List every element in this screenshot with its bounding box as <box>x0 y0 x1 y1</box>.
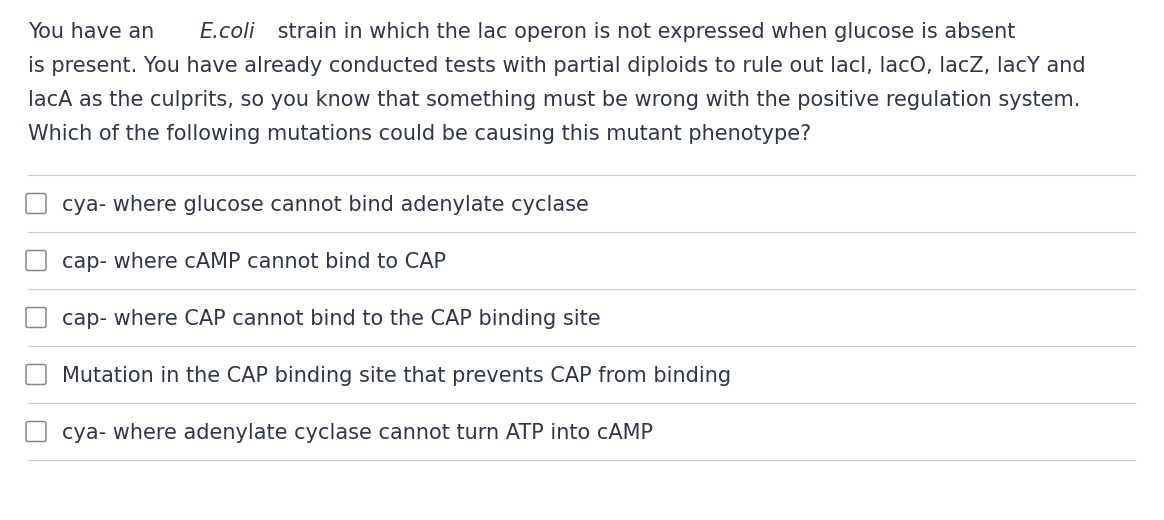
Text: strain in which the lac operon is not expressed when glucose is absent: strain in which the lac operon is not ex… <box>271 22 1022 42</box>
Text: is present. You have already conducted tests with partial diploids to rule out l: is present. You have already conducted t… <box>28 56 1086 76</box>
FancyBboxPatch shape <box>26 422 47 441</box>
Text: Mutation in the CAP binding site that prevents CAP from binding: Mutation in the CAP binding site that pr… <box>62 366 731 386</box>
FancyBboxPatch shape <box>26 307 47 328</box>
FancyBboxPatch shape <box>26 251 47 270</box>
Text: cap- where cAMP cannot bind to CAP: cap- where cAMP cannot bind to CAP <box>62 252 446 272</box>
FancyBboxPatch shape <box>26 365 47 384</box>
Text: E.coli: E.coli <box>199 22 255 42</box>
Text: lacA as the culprits, so you know that something must be wrong with the positive: lacA as the culprits, so you know that s… <box>28 90 1080 110</box>
Text: cya- where glucose cannot bind adenylate cyclase: cya- where glucose cannot bind adenylate… <box>62 195 589 215</box>
Text: Which of the following mutations could be causing this mutant phenotype?: Which of the following mutations could b… <box>28 124 811 144</box>
Text: cya- where adenylate cyclase cannot turn ATP into cAMP: cya- where adenylate cyclase cannot turn… <box>62 423 653 443</box>
FancyBboxPatch shape <box>26 193 47 214</box>
Text: cap- where CAP cannot bind to the CAP binding site: cap- where CAP cannot bind to the CAP bi… <box>62 309 601 329</box>
Text: You have an: You have an <box>28 22 161 42</box>
